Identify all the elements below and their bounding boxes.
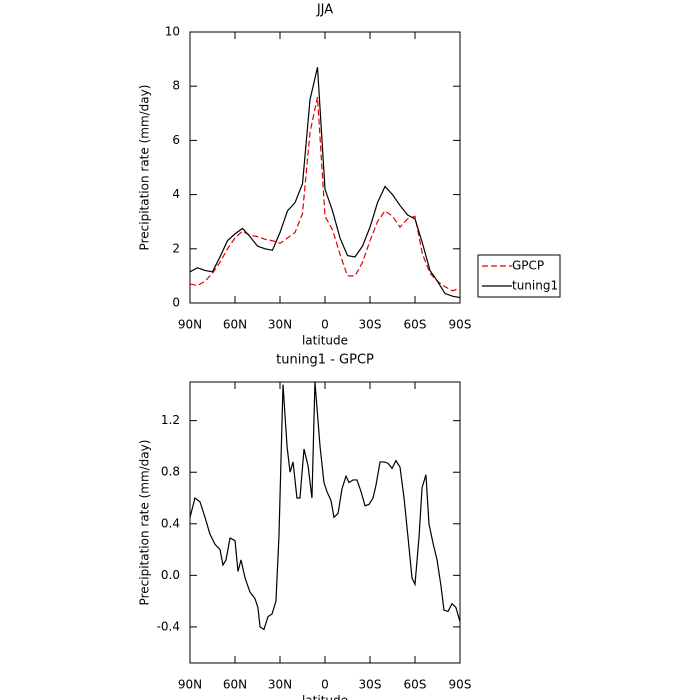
y-tick-label: 4 [172,187,180,201]
y-axis-label: Precipitation rate (mm/day) [138,440,152,606]
x-tick-label: 0 [321,318,329,332]
y-tick-label: 0.8 [161,465,180,479]
y-axis-label: Precipitation rate (mm/day) [138,85,152,251]
y-tick-label: 8 [172,79,180,93]
x-tick-label: 90S [449,678,472,692]
chart-title: tuning1 - GPCP [276,353,374,368]
x-tick-label: 90N [178,318,202,332]
x-tick-label: 30S [359,318,382,332]
x-tick-label: 60N [223,318,247,332]
legend-label: GPCP [512,259,544,273]
x-tick-label: 60S [404,318,427,332]
legend-label: tuning1 [512,279,558,293]
y-tick-label: 1.2 [161,413,180,427]
y-tick-label: 6 [172,133,180,147]
x-axis-label: latitude [302,694,348,700]
data-line [189,381,461,631]
y-tick-label: -0.4 [157,619,180,633]
x-tick-label: 60S [404,678,427,692]
y-tick-label: 2 [172,241,180,255]
x-tick-label: 90N [178,678,202,692]
legend-box [477,254,561,298]
y-tick-label: 0.0 [161,568,180,582]
x-tick-label: 30S [359,678,382,692]
x-tick-label: 60N [223,678,247,692]
data-line [189,96,461,292]
data-line [189,67,461,299]
x-tick-label: 30N [268,318,292,332]
y-tick-label: 10 [165,25,180,39]
chart-title: JJA [316,3,333,18]
y-tick-label: 0 [172,296,180,310]
y-tick-label: 0.4 [161,516,180,530]
plot-frame [189,31,461,304]
x-tick-label: 0 [321,678,329,692]
x-tick-label: 90S [449,318,472,332]
x-tick-label: 30N [268,678,292,692]
x-axis-label: latitude [302,334,348,348]
